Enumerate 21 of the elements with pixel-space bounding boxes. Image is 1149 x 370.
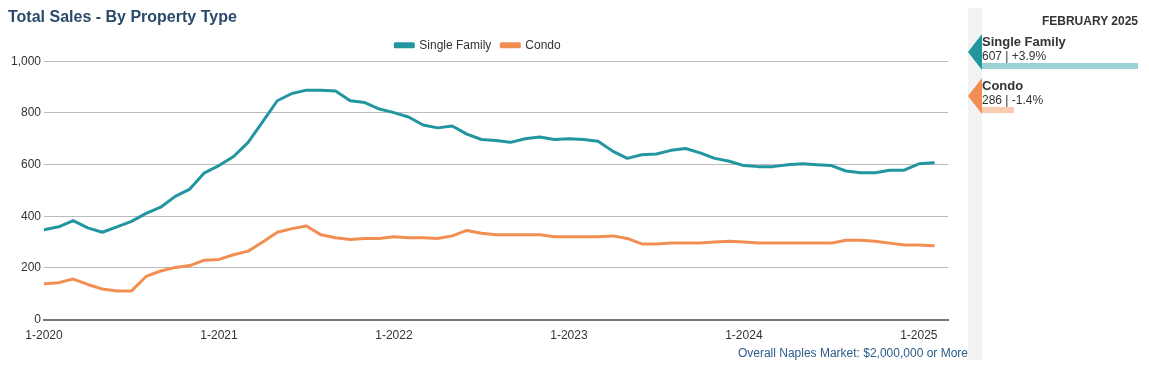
x-tick-label: 1-2025 [900,328,938,343]
text: 607 | +3.9% [982,49,1048,63]
x-tick-label: 1-2022 [375,328,413,343]
text: Overall Naples Market: $2,000,000 or More [737,346,968,360]
x-tick-label: 1-2024 [725,328,763,343]
y-tick-label: 600 [21,156,42,171]
y-tick-label: 800 [21,105,42,120]
text: Single Family [982,34,1066,49]
text: FEBRUARY 2025 [1040,14,1138,28]
x-tick-label: 1-2021 [200,328,238,343]
text: 286 | -1.4% [982,93,1045,107]
x-tick-label: 1-2023 [550,328,588,343]
legend-label: Single Family [419,37,492,52]
y-tick-label: 0 [34,311,42,326]
chart-title: Total Sales - By Property Type [8,8,237,26]
text: Condo [982,78,1024,93]
y-tick-label: 400 [21,208,42,223]
x-tick-label: 1-2020 [25,328,64,343]
y-tick-label: 1,000 [11,53,42,68]
y-tick-label: 200 [21,260,42,275]
legend-label: Condo [525,37,562,52]
